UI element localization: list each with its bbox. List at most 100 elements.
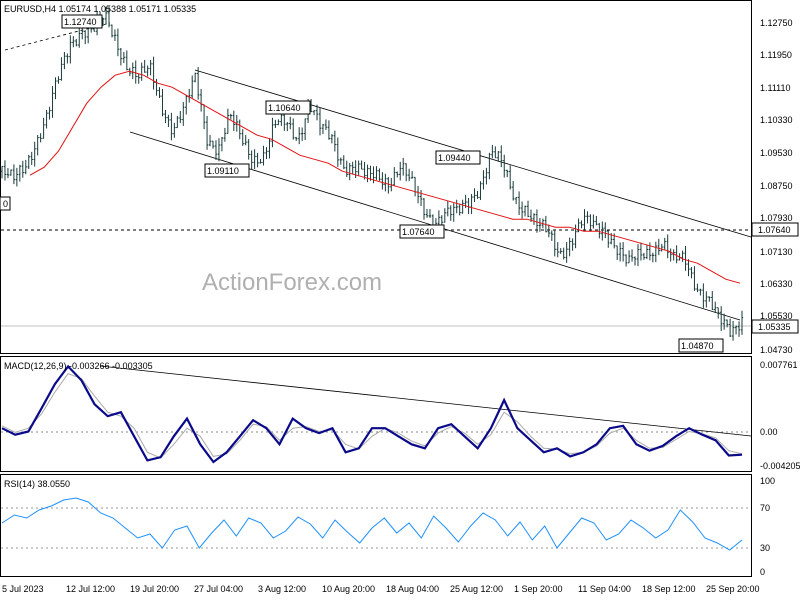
price-bar: [66, 53, 69, 64]
svg-text:1.09440: 1.09440: [438, 153, 471, 163]
price-bar: [651, 252, 655, 263]
price-bar: [214, 140, 218, 160]
svg-text:1.12740: 1.12740: [64, 17, 97, 27]
y-tick: 1.07130: [760, 247, 793, 257]
price-bar: [497, 150, 500, 162]
price-bar: [360, 160, 363, 170]
price-bar: [705, 291, 708, 308]
price-bar: [740, 310, 744, 335]
price-bar: [122, 51, 126, 64]
price-bar: [428, 209, 432, 219]
price-bar: [167, 114, 170, 128]
price-y-axis: 1.12750 1.11950 1.11110 1.10330 1.09530 …: [760, 18, 793, 355]
price-bar: [615, 245, 619, 260]
price-bar: [719, 306, 723, 331]
price-bar: [220, 136, 224, 152]
price-bar: [191, 75, 194, 99]
price-bar: [345, 160, 348, 178]
price-bar: [592, 214, 595, 229]
price-bar: [348, 162, 351, 181]
price-bar: [110, 24, 114, 38]
price-bar: [27, 154, 30, 170]
annotation-110640: 1.10640: [265, 100, 311, 115]
price-bar: [488, 152, 491, 180]
price-bar: [259, 158, 262, 164]
price-bar: [684, 246, 687, 271]
price-bar: [116, 28, 120, 57]
watermark: ActionForex.com: [202, 269, 382, 296]
x-tick: 1 Sep 20:00: [514, 584, 563, 594]
y-tick: 1.09530: [760, 148, 793, 158]
price-bar: [342, 155, 345, 170]
price-bar: [57, 76, 60, 84]
price-bar: [256, 152, 259, 168]
price-bar: [562, 247, 565, 260]
price-bar: [598, 222, 601, 239]
price-bar: [232, 110, 236, 132]
price-bar: [737, 321, 741, 337]
price-bar: [535, 209, 539, 233]
price-bar: [265, 147, 268, 160]
price-bar: [297, 127, 301, 145]
macd-y-tick: 0.00: [760, 427, 778, 437]
x-tick: 3 Aug 12:00: [258, 584, 306, 594]
price-bar: [452, 203, 455, 222]
price-bar: [583, 209, 586, 232]
price-bar: [182, 102, 185, 126]
price-bar: [179, 111, 182, 124]
price-bar: [565, 241, 568, 263]
annotation-104870: 1.04870: [678, 338, 724, 353]
price-bar: [131, 62, 134, 80]
price-bar: [422, 198, 426, 220]
x-tick: 25 Sep 20:00: [706, 584, 760, 594]
price-bar: [21, 160, 25, 178]
price-bar: [571, 238, 574, 251]
price-bar: [553, 229, 556, 257]
x-tick: 5 Jul 2023: [2, 584, 44, 594]
price-bar: [143, 59, 146, 73]
price-bar: [699, 288, 702, 296]
price-bar: [149, 59, 152, 76]
annotation-107640: 1.07640: [399, 224, 445, 239]
price-bar: [140, 62, 143, 81]
price-bar: [455, 199, 458, 214]
svg-text:1.07640: 1.07640: [402, 227, 435, 237]
price-bar: [196, 66, 200, 100]
price-bar: [286, 121, 289, 132]
price-bar: [517, 191, 521, 216]
price-bar: [508, 165, 512, 190]
price-bar: [366, 164, 369, 183]
price-bar: [728, 318, 732, 338]
rsi-title: RSI(14) 38.0550: [4, 479, 70, 489]
price-bar: [440, 215, 444, 227]
rsi-y-tick: 70: [760, 503, 770, 513]
price-bar: [595, 216, 598, 226]
price-bar: [425, 208, 429, 218]
y-tick: 1.08750: [760, 181, 793, 191]
price-bar: [318, 107, 322, 136]
x-tick: 12 Jul 12:00: [66, 584, 115, 594]
y-tick: 1.06330: [760, 279, 793, 289]
price-bar: [503, 154, 506, 178]
svg-text:0: 0: [3, 199, 8, 209]
y-tick: 1.11950: [760, 50, 792, 60]
price-bar: [511, 180, 515, 201]
price-bar: [104, 6, 108, 25]
price-bar: [660, 243, 663, 252]
price-bar: [624, 254, 628, 267]
price-bar: [357, 160, 360, 176]
price-bar: [627, 250, 631, 264]
price-bar: [449, 205, 452, 221]
price-bar: [363, 161, 366, 180]
price-bar: [289, 116, 292, 130]
price-bar: [369, 165, 372, 181]
macd-title: MACD(12,26,9) -0.003266 -0.003305: [4, 361, 153, 371]
price-bar: [402, 157, 405, 176]
current-price-tag: [751, 319, 799, 334]
price-bar: [636, 244, 640, 267]
price-bar: [262, 145, 265, 166]
price-bar: [378, 168, 381, 181]
price-bar: [92, 28, 96, 32]
price-bar: [639, 242, 643, 261]
svg-text:1.09110: 1.09110: [207, 166, 239, 176]
